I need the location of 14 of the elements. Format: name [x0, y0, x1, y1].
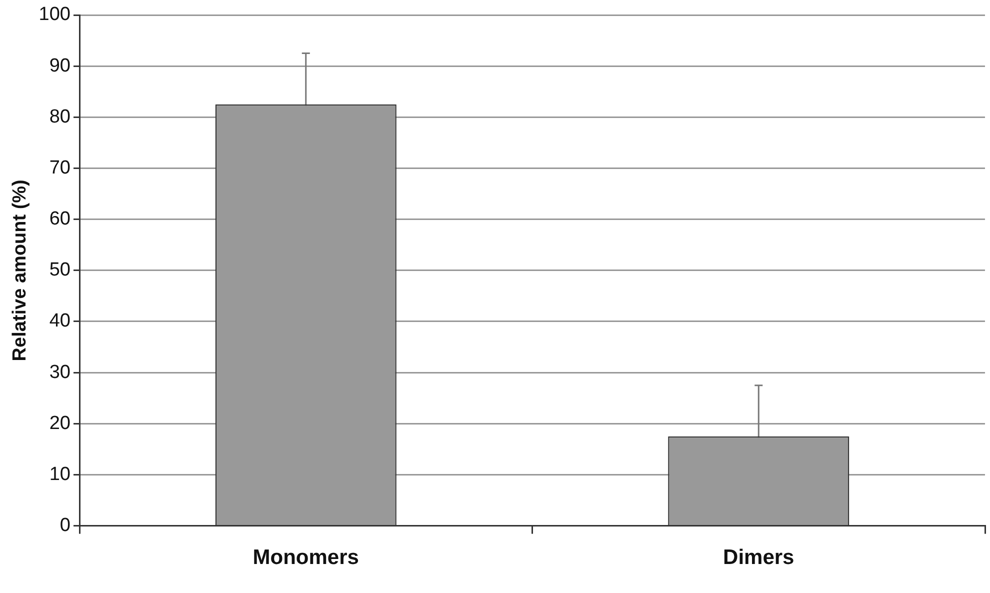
y-tick-label: 10: [49, 464, 70, 485]
y-tick-label: 40: [49, 310, 70, 332]
y-tick-label: 0: [60, 515, 70, 536]
y-tick-label: 90: [49, 55, 70, 76]
y-tick-label: 30: [49, 362, 70, 383]
y-axis-title: Relative amount (%): [10, 180, 31, 362]
y-tick-label: 100: [38, 4, 70, 26]
y-tick-label: 80: [49, 106, 70, 128]
y-tick-label: 60: [49, 208, 70, 230]
x-tick-label: Monomers: [252, 546, 359, 570]
y-tick-label: 20: [49, 412, 70, 434]
y-tick-label: 70: [49, 157, 70, 178]
x-tick-label: Dimers: [723, 546, 794, 570]
y-tick-label: 50: [49, 260, 70, 281]
